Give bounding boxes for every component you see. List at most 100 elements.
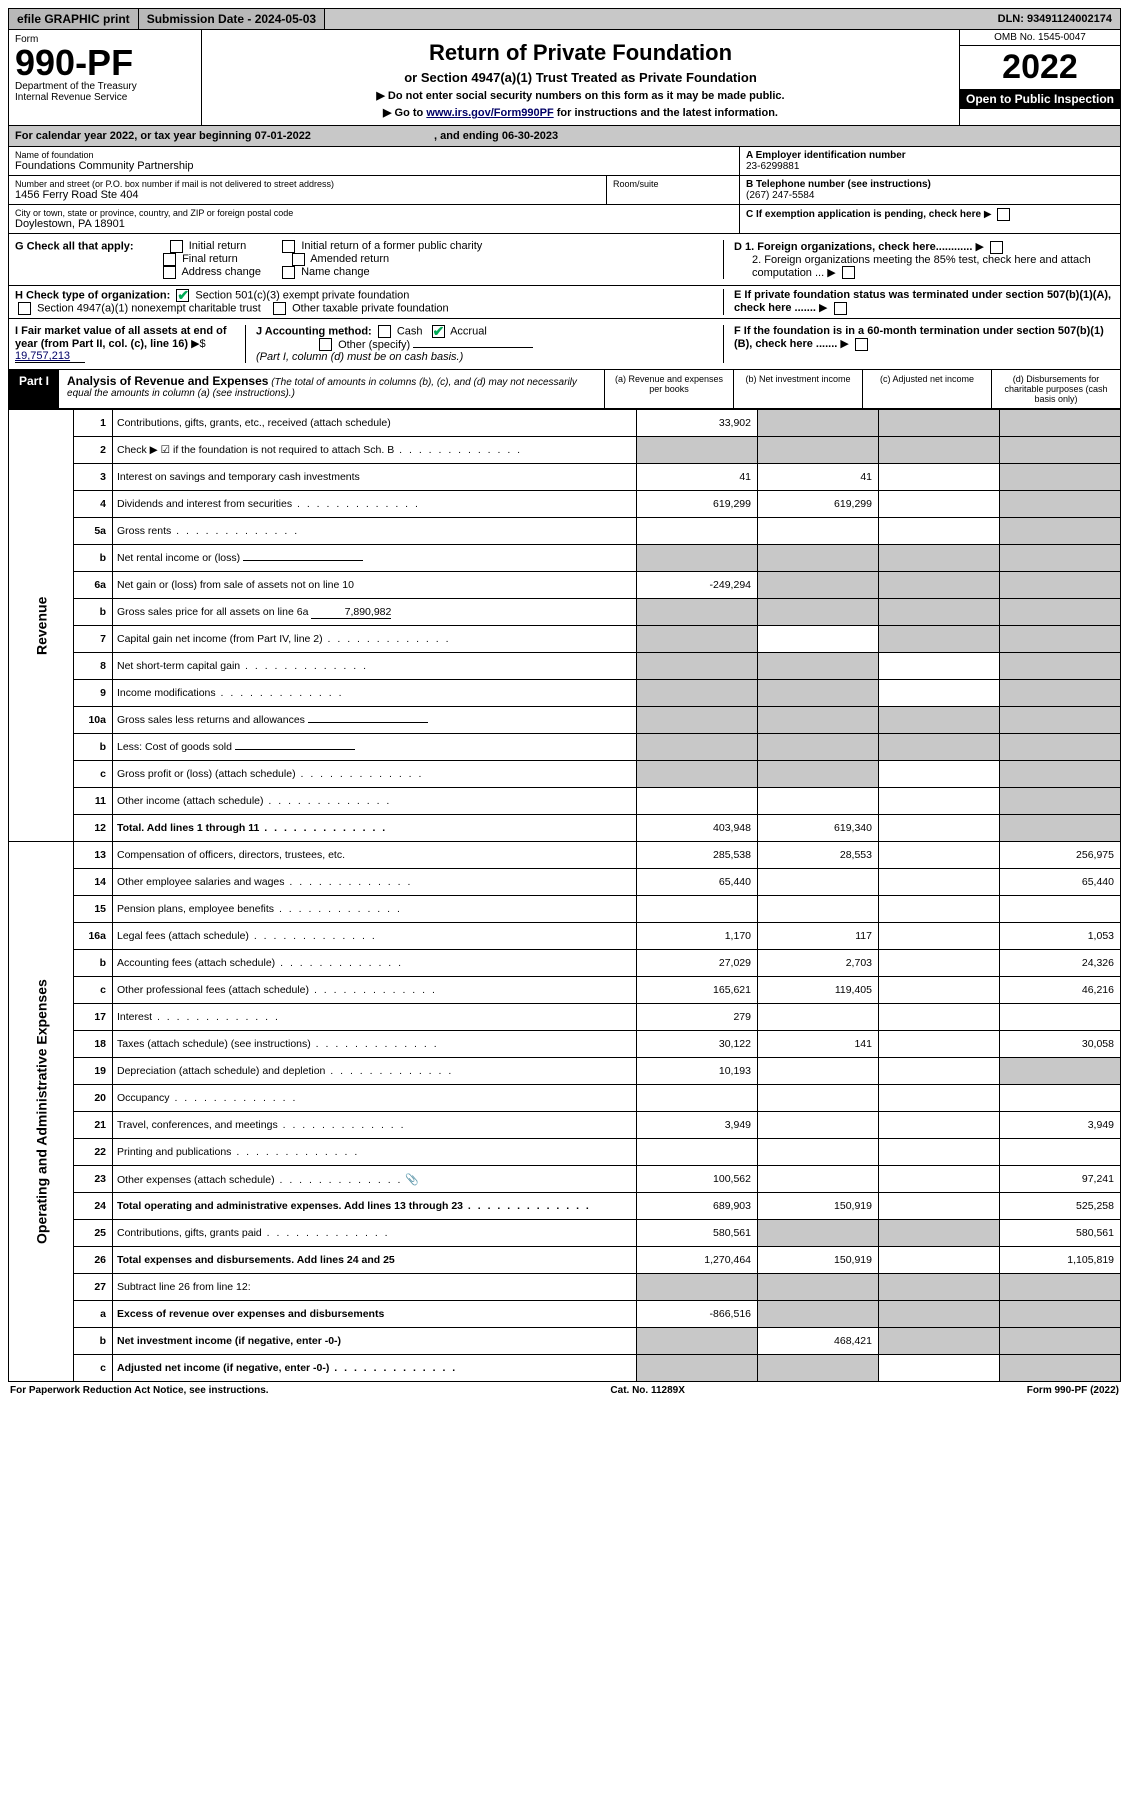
cell-value: 285,538 [637,842,758,869]
line-desc: Legal fees (attach schedule) [113,923,637,950]
cell-value [1000,626,1121,653]
cb-other-method[interactable] [319,338,332,351]
cell-value [879,437,1000,464]
cell-value [879,1112,1000,1139]
line-number: c [74,1355,113,1382]
table-row: bGross sales price for all assets on lin… [9,599,1121,626]
line-number: 14 [74,869,113,896]
line-number: 6a [74,572,113,599]
cell-value [1000,734,1121,761]
cb-final[interactable] [163,253,176,266]
cell-value [879,950,1000,977]
cell-value [1000,1004,1121,1031]
cell-value [879,464,1000,491]
table-row: bNet investment income (if negative, ent… [9,1328,1121,1355]
cell-value [879,653,1000,680]
cell-value [637,626,758,653]
table-row: 4Dividends and interest from securities6… [9,491,1121,518]
cell-value [758,761,879,788]
tax-year: 2022 [960,46,1120,89]
line-desc: Adjusted net income (if negative, enter … [113,1355,637,1382]
f-checkbox[interactable] [855,338,868,351]
cell-value: 28,553 [758,842,879,869]
cell-value [1000,1355,1121,1382]
table-row: Revenue1Contributions, gifts, grants, et… [9,410,1121,437]
j-label: J Accounting method: [256,326,372,338]
opt-other: Other (specify) [338,339,410,351]
cell-value: 619,299 [758,491,879,518]
efile-button[interactable]: efile GRAPHIC print [9,9,139,29]
cell-value [758,869,879,896]
line-number: 3 [74,464,113,491]
cell-value [879,842,1000,869]
table-row: 8Net short-term capital gain [9,653,1121,680]
cell-value [1000,437,1121,464]
cell-value [879,1247,1000,1274]
table-row: 26Total expenses and disbursements. Add … [9,1247,1121,1274]
table-row: 24Total operating and administrative exp… [9,1193,1121,1220]
dept: Department of the Treasury [15,81,195,92]
cb-initial[interactable] [170,240,183,253]
c-checkbox[interactable] [997,208,1010,221]
cell-value [758,1004,879,1031]
line-desc: Dividends and interest from securities [113,491,637,518]
line-desc: Contributions, gifts, grants paid [113,1220,637,1247]
line-desc: Occupancy [113,1085,637,1112]
cell-value: 403,948 [637,815,758,842]
cell-value [879,923,1000,950]
cell-value [758,410,879,437]
cell-value [1000,761,1121,788]
cell-value [879,734,1000,761]
d2-checkbox[interactable] [842,266,855,279]
attachment-icon[interactable]: 📎 [405,1174,419,1186]
table-row: 2Check ▶ ☑ if the foundation is not requ… [9,437,1121,464]
line-number: 13 [74,842,113,869]
cb-address[interactable] [163,266,176,279]
cell-value: 165,621 [637,977,758,1004]
cell-value [637,707,758,734]
line-desc: Depreciation (attach schedule) and deple… [113,1058,637,1085]
cb-amended[interactable] [292,253,305,266]
cb-4947[interactable] [18,302,31,315]
table-row: 17Interest279 [9,1004,1121,1031]
line-desc: Interest [113,1004,637,1031]
cell-value: 119,405 [758,977,879,1004]
cell-value [1000,788,1121,815]
cb-accrual[interactable] [432,325,445,338]
table-row: bNet rental income or (loss) [9,545,1121,572]
cal-pre: For calendar year 2022, or tax year begi… [15,130,255,142]
cb-cash[interactable] [378,325,391,338]
instr2-post: for instructions and the latest informat… [554,107,778,119]
cell-value: 2,703 [758,950,879,977]
cell-value: 1,270,464 [637,1247,758,1274]
opt-amended: Amended return [310,253,389,265]
cb-name[interactable] [282,266,295,279]
cb-501c3[interactable] [176,289,189,302]
line-desc: Net short-term capital gain [113,653,637,680]
fmv-value[interactable]: 19,757,213 [15,350,85,363]
ein: 23-6299881 [746,161,1114,172]
cell-value [1000,1301,1121,1328]
table-row: 9Income modifications [9,680,1121,707]
cell-value: 619,299 [637,491,758,518]
d1-checkbox[interactable] [990,241,1003,254]
table-row: 11Other income (attach schedule) [9,788,1121,815]
cell-value [758,437,879,464]
table-row: 27Subtract line 26 from line 12: [9,1274,1121,1301]
cell-value: 65,440 [1000,869,1121,896]
cell-value: -866,516 [637,1301,758,1328]
table-row: 5aGross rents [9,518,1121,545]
table-row: aExcess of revenue over expenses and dis… [9,1301,1121,1328]
cb-initial-former[interactable] [282,240,295,253]
cb-other-tax[interactable] [273,302,286,315]
cell-value [1000,410,1121,437]
e-checkbox[interactable] [834,302,847,315]
table-row: 12Total. Add lines 1 through 11403,94861… [9,815,1121,842]
line-desc: Gross profit or (loss) (attach schedule) [113,761,637,788]
instructions-link[interactable]: www.irs.gov/Form990PF [426,107,553,119]
cell-value [1000,1274,1121,1301]
line-desc: Net investment income (if negative, ente… [113,1328,637,1355]
cell-value [758,653,879,680]
instr-1: ▶ Do not enter social security numbers o… [208,89,953,102]
cell-value [758,1301,879,1328]
